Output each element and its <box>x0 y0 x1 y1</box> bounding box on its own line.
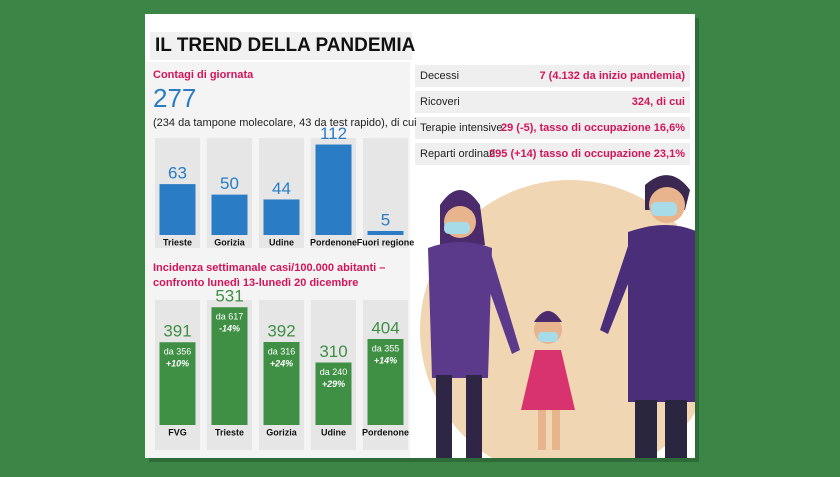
value-label: 310 <box>319 342 347 361</box>
value-label: 63 <box>168 164 187 183</box>
column-bg <box>363 138 408 248</box>
value-label: 44 <box>272 179 291 198</box>
category-label: Trieste <box>163 237 192 247</box>
bar <box>263 199 300 235</box>
bar <box>159 184 196 235</box>
stats-table: Decessi 7 (4.132 da inizio pandemia) Ricov… <box>415 65 690 165</box>
chart-subtitle: (234 da tampone molecolare, 43 da test r… <box>153 117 417 129</box>
category-label: Pordenone <box>362 427 409 437</box>
category-label: Gorizia <box>266 427 298 437</box>
value-label: 392 <box>267 321 295 340</box>
category-label: Pordenone <box>310 237 357 247</box>
previous-label: da 240 <box>320 367 348 377</box>
stats-row-bg <box>415 117 690 139</box>
chart-title: Contagi di giornata <box>153 69 254 81</box>
stats-value: 7 (4.132 da inizio pandemia) <box>540 70 686 82</box>
bar <box>315 144 352 235</box>
previous-label: da 316 <box>268 346 296 356</box>
chart-total: 277 <box>153 83 196 113</box>
stats-row-bg <box>415 143 690 165</box>
bar <box>211 307 248 425</box>
bar <box>263 342 300 425</box>
stats-label: Ricoveri <box>420 96 460 108</box>
change-label: +24% <box>270 358 293 368</box>
change-label: -14% <box>219 324 240 334</box>
change-label: +10% <box>166 359 189 369</box>
title-bg <box>150 32 412 60</box>
stats-label: Reparti ordinari <box>420 148 495 160</box>
bar <box>367 339 404 425</box>
title: IL TREND DELLA PANDEMIA <box>155 35 416 56</box>
value-label: 50 <box>220 174 239 193</box>
stats-label: Terapie intensive <box>420 122 503 134</box>
value-label: 112 <box>320 124 347 143</box>
category-label: Udine <box>269 237 294 247</box>
value-label: 531 <box>215 287 243 306</box>
value-label: 5 <box>381 210 390 229</box>
change-label: +29% <box>322 379 345 389</box>
previous-label: da 617 <box>216 312 244 322</box>
stats-row-bg <box>415 91 690 113</box>
stats-value: 29 (-5), tasso di occupazione 16,6% <box>501 122 685 134</box>
stats-label: Decessi <box>420 70 459 82</box>
category-label: Trieste <box>215 427 244 437</box>
category-label: Fuori regione <box>357 237 415 247</box>
value-label: 404 <box>371 318 399 337</box>
category-label: FVG <box>168 427 187 437</box>
stats-value: 295 (+14) tasso di occupazione 23,1% <box>489 148 685 160</box>
category-label: Udine <box>321 427 346 437</box>
previous-label: da 356 <box>164 347 192 357</box>
bar <box>315 362 352 425</box>
stats-row-bg <box>415 65 690 87</box>
bar <box>367 230 404 235</box>
stats-value: 324, di cui <box>632 96 685 108</box>
value-label: 391 <box>163 322 191 341</box>
bar <box>211 194 248 235</box>
category-label: Gorizia <box>214 237 246 247</box>
chart-title: Incidenza settimanale casi/100.000 abita… <box>153 262 385 274</box>
chart-subtitle: confronto lunedì 13-lunedì 20 dicembre <box>153 277 358 289</box>
change-label: +14% <box>374 355 397 365</box>
previous-label: da 355 <box>372 343 400 353</box>
bar <box>159 342 196 425</box>
